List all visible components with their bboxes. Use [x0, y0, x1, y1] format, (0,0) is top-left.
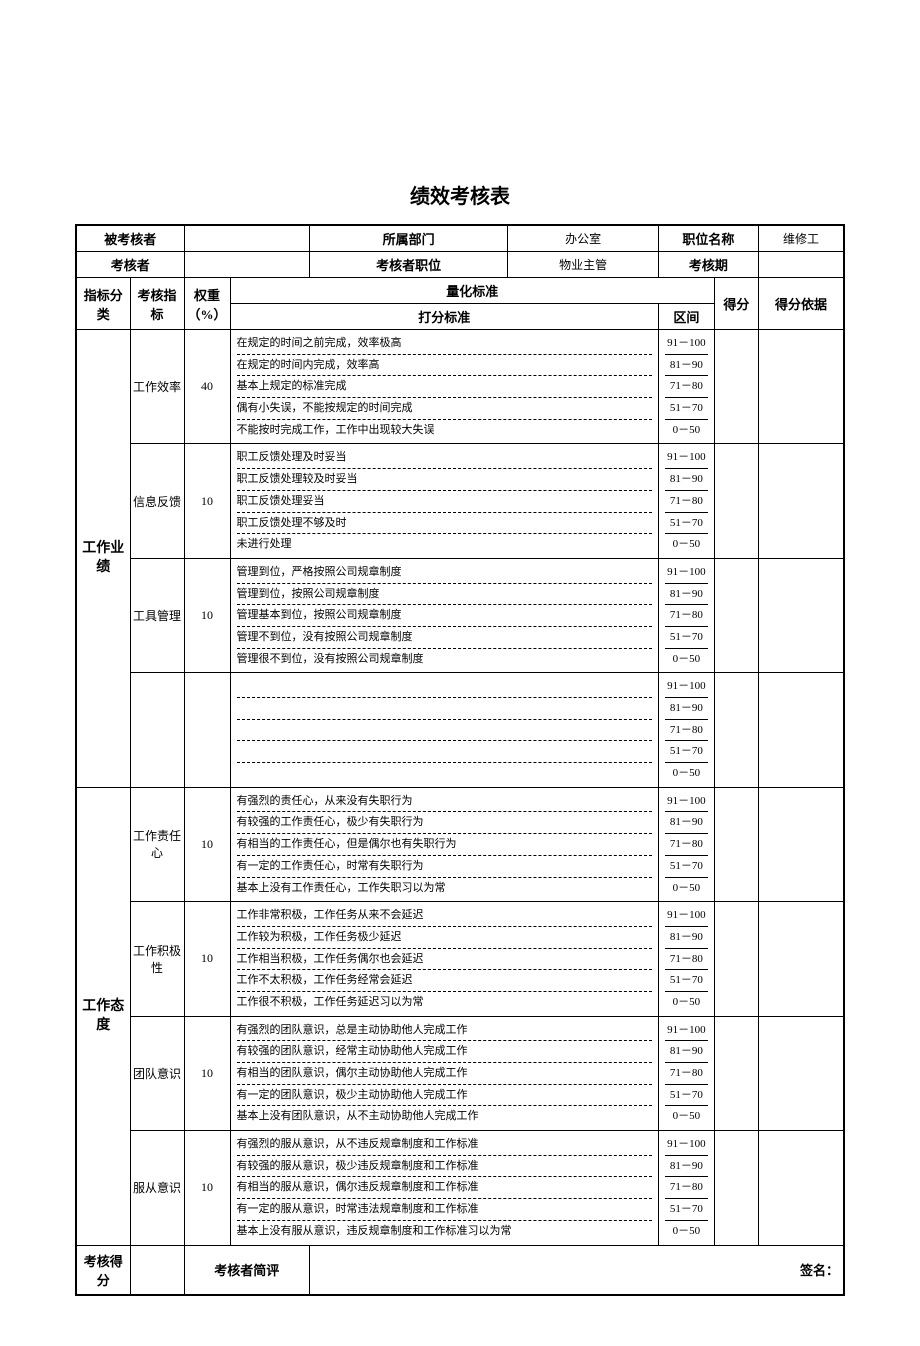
- col-scoring-standard: 打分标准: [230, 304, 658, 330]
- range-cell: 91－100 81－90 71－80 51－70 0－50: [658, 673, 714, 787]
- evaluator-value: [184, 252, 309, 278]
- criteria-cell: 有强烈的责任心，从来没有失职行为 有较强的工作责任心，极少有失职行为 有相当的工…: [230, 787, 658, 901]
- basis-cell: [758, 330, 844, 444]
- criteria-cell: 在规定的时间之前完成，效率极高 在规定的时间内完成，效率高 基本上规定的标准完成…: [230, 330, 658, 444]
- table-row: 服从意识 10 有强烈的服从意识，从不违反规章制度和工作标准 有较强的服从意识，…: [76, 1131, 844, 1245]
- basis-cell: [758, 1131, 844, 1245]
- indicator-cell: 工具管理: [130, 558, 184, 672]
- total-score-label: 考核得分: [76, 1245, 130, 1295]
- period-label: 考核期: [658, 252, 758, 278]
- weight-cell: [184, 673, 230, 787]
- indicator-cell: 工作效率: [130, 330, 184, 444]
- criteria-cell: 管理到位，严格按照公司规章制度 管理到位，按照公司规章制度 管理基本到位，按照公…: [230, 558, 658, 672]
- col-indicator: 考核指标: [130, 278, 184, 330]
- indicator-cell: 信息反馈: [130, 444, 184, 558]
- column-header-row-1: 指标分类 考核指标 权重（%） 量化标准 得分 得分依据: [76, 278, 844, 304]
- signature-label: 签名：: [309, 1245, 844, 1295]
- department-label: 所属部门: [309, 225, 508, 252]
- indicator-cell: 服从意识: [130, 1131, 184, 1245]
- position-label: 职位名称: [658, 225, 758, 252]
- score-cell: [714, 444, 758, 558]
- header-row-1: 被考核者 所属部门 办公室 职位名称 维修工: [76, 225, 844, 252]
- col-range: 区间: [658, 304, 714, 330]
- footer-row: 考核得分 考核者简评 签名：: [76, 1245, 844, 1295]
- criteria-cell: [230, 673, 658, 787]
- col-weight: 权重（%）: [184, 278, 230, 330]
- criteria-cell: 职工反馈处理及时妥当 职工反馈处理较及时妥当 职工反馈处理妥当 职工反馈处理不够…: [230, 444, 658, 558]
- category-cell: 工作态度: [76, 787, 130, 1245]
- table-row: 工具管理 10 管理到位，严格按照公司规章制度 管理到位，按照公司规章制度 管理…: [76, 558, 844, 672]
- score-cell: [714, 673, 758, 787]
- department-value: 办公室: [508, 225, 658, 252]
- table-row: 工作积极性 10 工作非常积极，工作任务从来不会延迟 工作较为积极，工作任务极少…: [76, 902, 844, 1016]
- score-cell: [714, 787, 758, 901]
- evaluator-position-label: 考核者职位: [309, 252, 508, 278]
- score-cell: [714, 902, 758, 1016]
- evaluatee-value: [184, 225, 309, 252]
- score-cell: [714, 1131, 758, 1245]
- score-cell: [714, 1016, 758, 1130]
- indicator-cell: [130, 673, 184, 787]
- score-cell: [714, 330, 758, 444]
- weight-cell: 10: [184, 558, 230, 672]
- indicator-cell: 工作责任心: [130, 787, 184, 901]
- range-cell: 91－100 81－90 71－80 51－70 0－50: [658, 1131, 714, 1245]
- table-row: 信息反馈 10 职工反馈处理及时妥当 职工反馈处理较及时妥当 职工反馈处理妥当 …: [76, 444, 844, 558]
- evaluatee-label: 被考核者: [76, 225, 184, 252]
- weight-cell: 10: [184, 444, 230, 558]
- criteria-cell: 有强烈的服从意识，从不违反规章制度和工作标准 有较强的服从意识，极少违反规章制度…: [230, 1131, 658, 1245]
- range-cell: 91－100 81－90 71－80 51－70 0－50: [658, 902, 714, 1016]
- weight-cell: 10: [184, 1131, 230, 1245]
- basis-cell: [758, 444, 844, 558]
- indicator-cell: 工作积极性: [130, 902, 184, 1016]
- col-score: 得分: [714, 278, 758, 330]
- criteria-cell: 工作非常积极，工作任务从来不会延迟 工作较为积极，工作任务极少延迟 工作相当积极…: [230, 902, 658, 1016]
- total-score-value: [130, 1245, 184, 1295]
- range-cell: 91－100 81－90 71－80 51－70 0－50: [658, 444, 714, 558]
- comment-label: 考核者简评: [184, 1245, 309, 1295]
- range-cell: 91－100 81－90 71－80 51－70 0－50: [658, 558, 714, 672]
- range-cell: 91－100 81－90 71－80 51－70 0－50: [658, 1016, 714, 1130]
- evaluator-label: 考核者: [76, 252, 184, 278]
- position-value: 维修工: [758, 225, 844, 252]
- score-cell: [714, 558, 758, 672]
- col-basis: 得分依据: [758, 278, 844, 330]
- basis-cell: [758, 787, 844, 901]
- weight-cell: 40: [184, 330, 230, 444]
- page-title: 绩效考核表: [75, 180, 845, 209]
- period-value: [758, 252, 844, 278]
- criteria-cell: 有强烈的团队意识，总是主动协助他人完成工作 有较强的团队意识，经常主动协助他人完…: [230, 1016, 658, 1130]
- weight-cell: 10: [184, 787, 230, 901]
- evaluator-position-value: 物业主管: [508, 252, 658, 278]
- basis-cell: [758, 558, 844, 672]
- table-row: 工作业绩 工作效率 40 在规定的时间之前完成，效率极高 在规定的时间内完成，效…: [76, 330, 844, 444]
- range-cell: 91－100 81－90 71－80 51－70 0－50: [658, 330, 714, 444]
- indicator-cell: 团队意识: [130, 1016, 184, 1130]
- table-row: 91－100 81－90 71－80 51－70 0－50: [76, 673, 844, 787]
- range-cell: 91－100 81－90 71－80 51－70 0－50: [658, 787, 714, 901]
- col-category: 指标分类: [76, 278, 130, 330]
- table-row: 团队意识 10 有强烈的团队意识，总是主动协助他人完成工作 有较强的团队意识，经…: [76, 1016, 844, 1130]
- table-row: 工作态度 工作责任心 10 有强烈的责任心，从来没有失职行为 有较强的工作责任心…: [76, 787, 844, 901]
- basis-cell: [758, 673, 844, 787]
- evaluation-table: 被考核者 所属部门 办公室 职位名称 维修工 考核者 考核者职位 物业主管 考核…: [75, 224, 845, 1296]
- col-quant-standard: 量化标准: [230, 278, 714, 304]
- basis-cell: [758, 1016, 844, 1130]
- header-row-2: 考核者 考核者职位 物业主管 考核期: [76, 252, 844, 278]
- weight-cell: 10: [184, 1016, 230, 1130]
- category-cell: 工作业绩: [76, 330, 130, 788]
- basis-cell: [758, 902, 844, 1016]
- weight-cell: 10: [184, 902, 230, 1016]
